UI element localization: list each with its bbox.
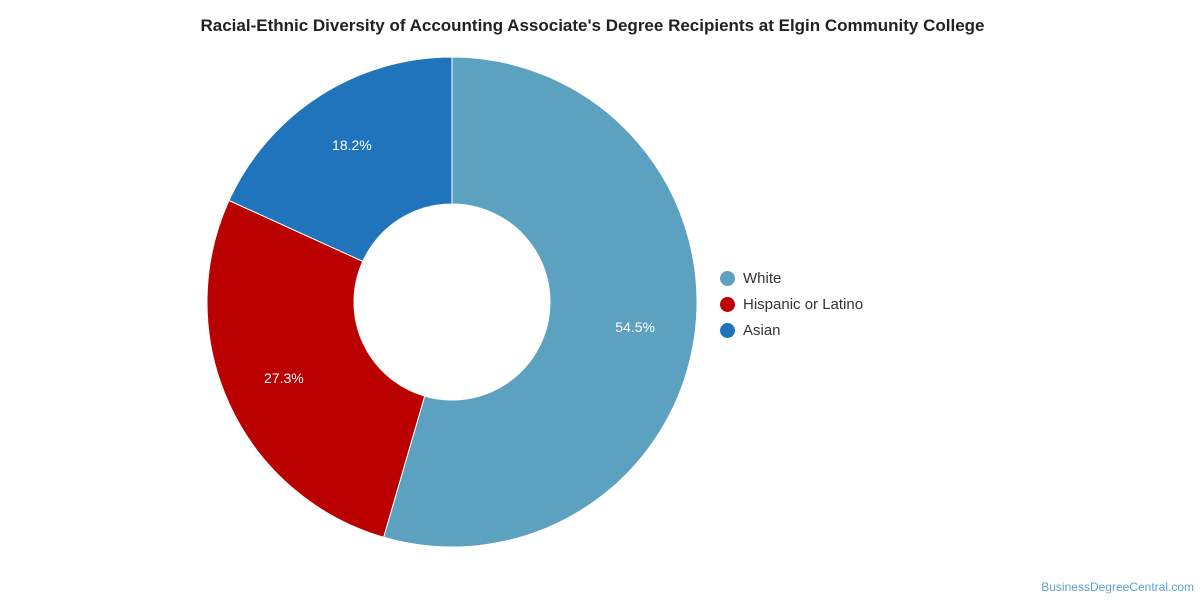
legend-label: Asian bbox=[743, 321, 781, 339]
legend-swatch-icon bbox=[720, 296, 735, 312]
slice-asian[interactable] bbox=[228, 56, 453, 263]
legend-swatch-icon bbox=[720, 322, 735, 338]
chart-title: Racial-Ethnic Diversity of Accounting As… bbox=[200, 16, 985, 35]
legend-item-white[interactable]: White bbox=[720, 265, 863, 291]
slice-hispanic-or-latino[interactable] bbox=[206, 199, 426, 538]
legend-swatch-icon bbox=[720, 270, 735, 286]
legend-item-hispanic-or-latino[interactable]: Hispanic or Latino bbox=[720, 291, 863, 317]
legend: White Hispanic or Latino Asian bbox=[720, 265, 863, 343]
slice-white[interactable] bbox=[383, 56, 698, 548]
legend-label: Hispanic or Latino bbox=[743, 295, 864, 313]
slice-label-asian: 18.2% bbox=[332, 137, 372, 153]
legend-item-asian[interactable]: Asian bbox=[720, 317, 863, 343]
slice-label-hispanic-or-latino: 27.3% bbox=[264, 370, 304, 386]
credit-text[interactable]: BusinessDegreeCentral.com bbox=[1041, 580, 1194, 594]
slice-label-white: 54.5% bbox=[615, 319, 655, 335]
legend-label: White bbox=[743, 269, 782, 287]
